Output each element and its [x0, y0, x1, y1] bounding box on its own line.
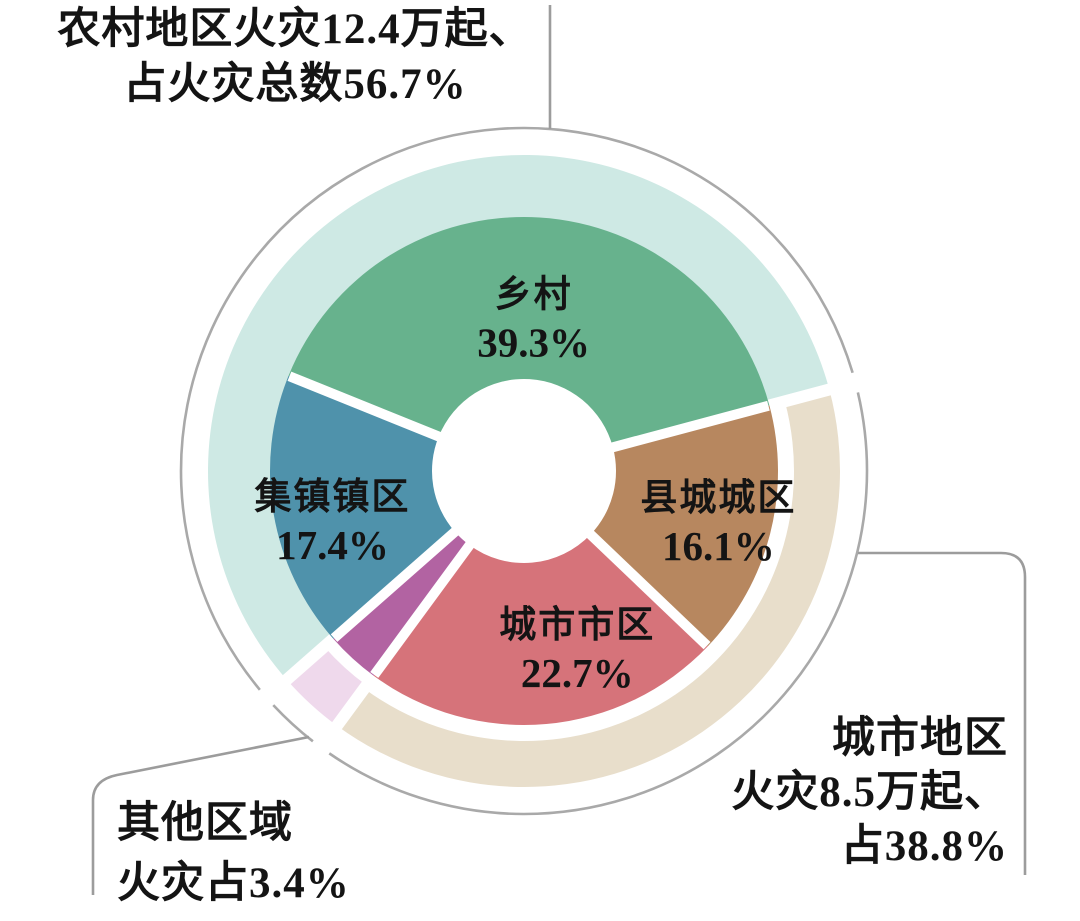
slice-gap-divider [607, 400, 770, 454]
connector-other [91, 735, 310, 895]
pie-slice-other-3 [333, 531, 470, 676]
slice-value-4: 17.4% [276, 522, 389, 568]
annotation-rural-line1: 农村地区火灾12.4万起、 [57, 6, 533, 53]
annotation-other-line2: 火灾占3.4% [117, 860, 350, 907]
outline-arc-other [272, 704, 314, 743]
annotation-urban-line3: 占38.8% [840, 823, 1008, 870]
annotation-rural: 农村地区火灾12.4万起、 占火灾总数56.7% [33, 2, 557, 112]
slice-label-0: 乡村 [495, 273, 573, 315]
ring-gap-divider [320, 659, 388, 746]
annotation-urban-line2: 火灾8.5万起、 [731, 769, 1008, 816]
pie-slice-urban-2 [373, 534, 708, 725]
slice-gap-divider [287, 371, 445, 443]
slice-label-4: 集镇镇区 [253, 476, 410, 518]
outline-arc-urban [328, 392, 869, 816]
ring-gap-divider [752, 378, 851, 416]
slice-label-1: 县城城区 [640, 477, 796, 519]
slice-value-1: 16.1% [662, 523, 775, 569]
outline-arc-rural [179, 126, 854, 691]
slice-value-0: 39.3% [477, 319, 590, 365]
pie-slice-rural-4 [270, 375, 455, 639]
pie-slice-rural-0 [288, 217, 770, 448]
group-ring-urban [336, 389, 840, 787]
slice-gap-divider [370, 538, 476, 678]
annotation-other: 其他区域 火灾占3.4% [117, 794, 350, 914]
slice-gap-divider [584, 528, 711, 650]
annotation-rural-line2: 占火灾总数56.7% [123, 61, 467, 108]
connector-urban [858, 551, 1027, 875]
annotation-urban: 城市地区 火灾8.5万起、 占38.8% [731, 712, 1008, 874]
ring-gap-divider [267, 623, 350, 698]
slice-gap-divider [330, 525, 462, 642]
group-ring-rural [207, 154, 830, 680]
slice-label-2: 城市市区 [499, 603, 655, 646]
slice-value-2: 22.7% [521, 650, 634, 696]
annotation-urban-line1: 城市地区 [832, 715, 1008, 762]
annotation-other-line1: 其他区域 [117, 800, 293, 847]
pie-slice-urban-1 [590, 405, 778, 647]
